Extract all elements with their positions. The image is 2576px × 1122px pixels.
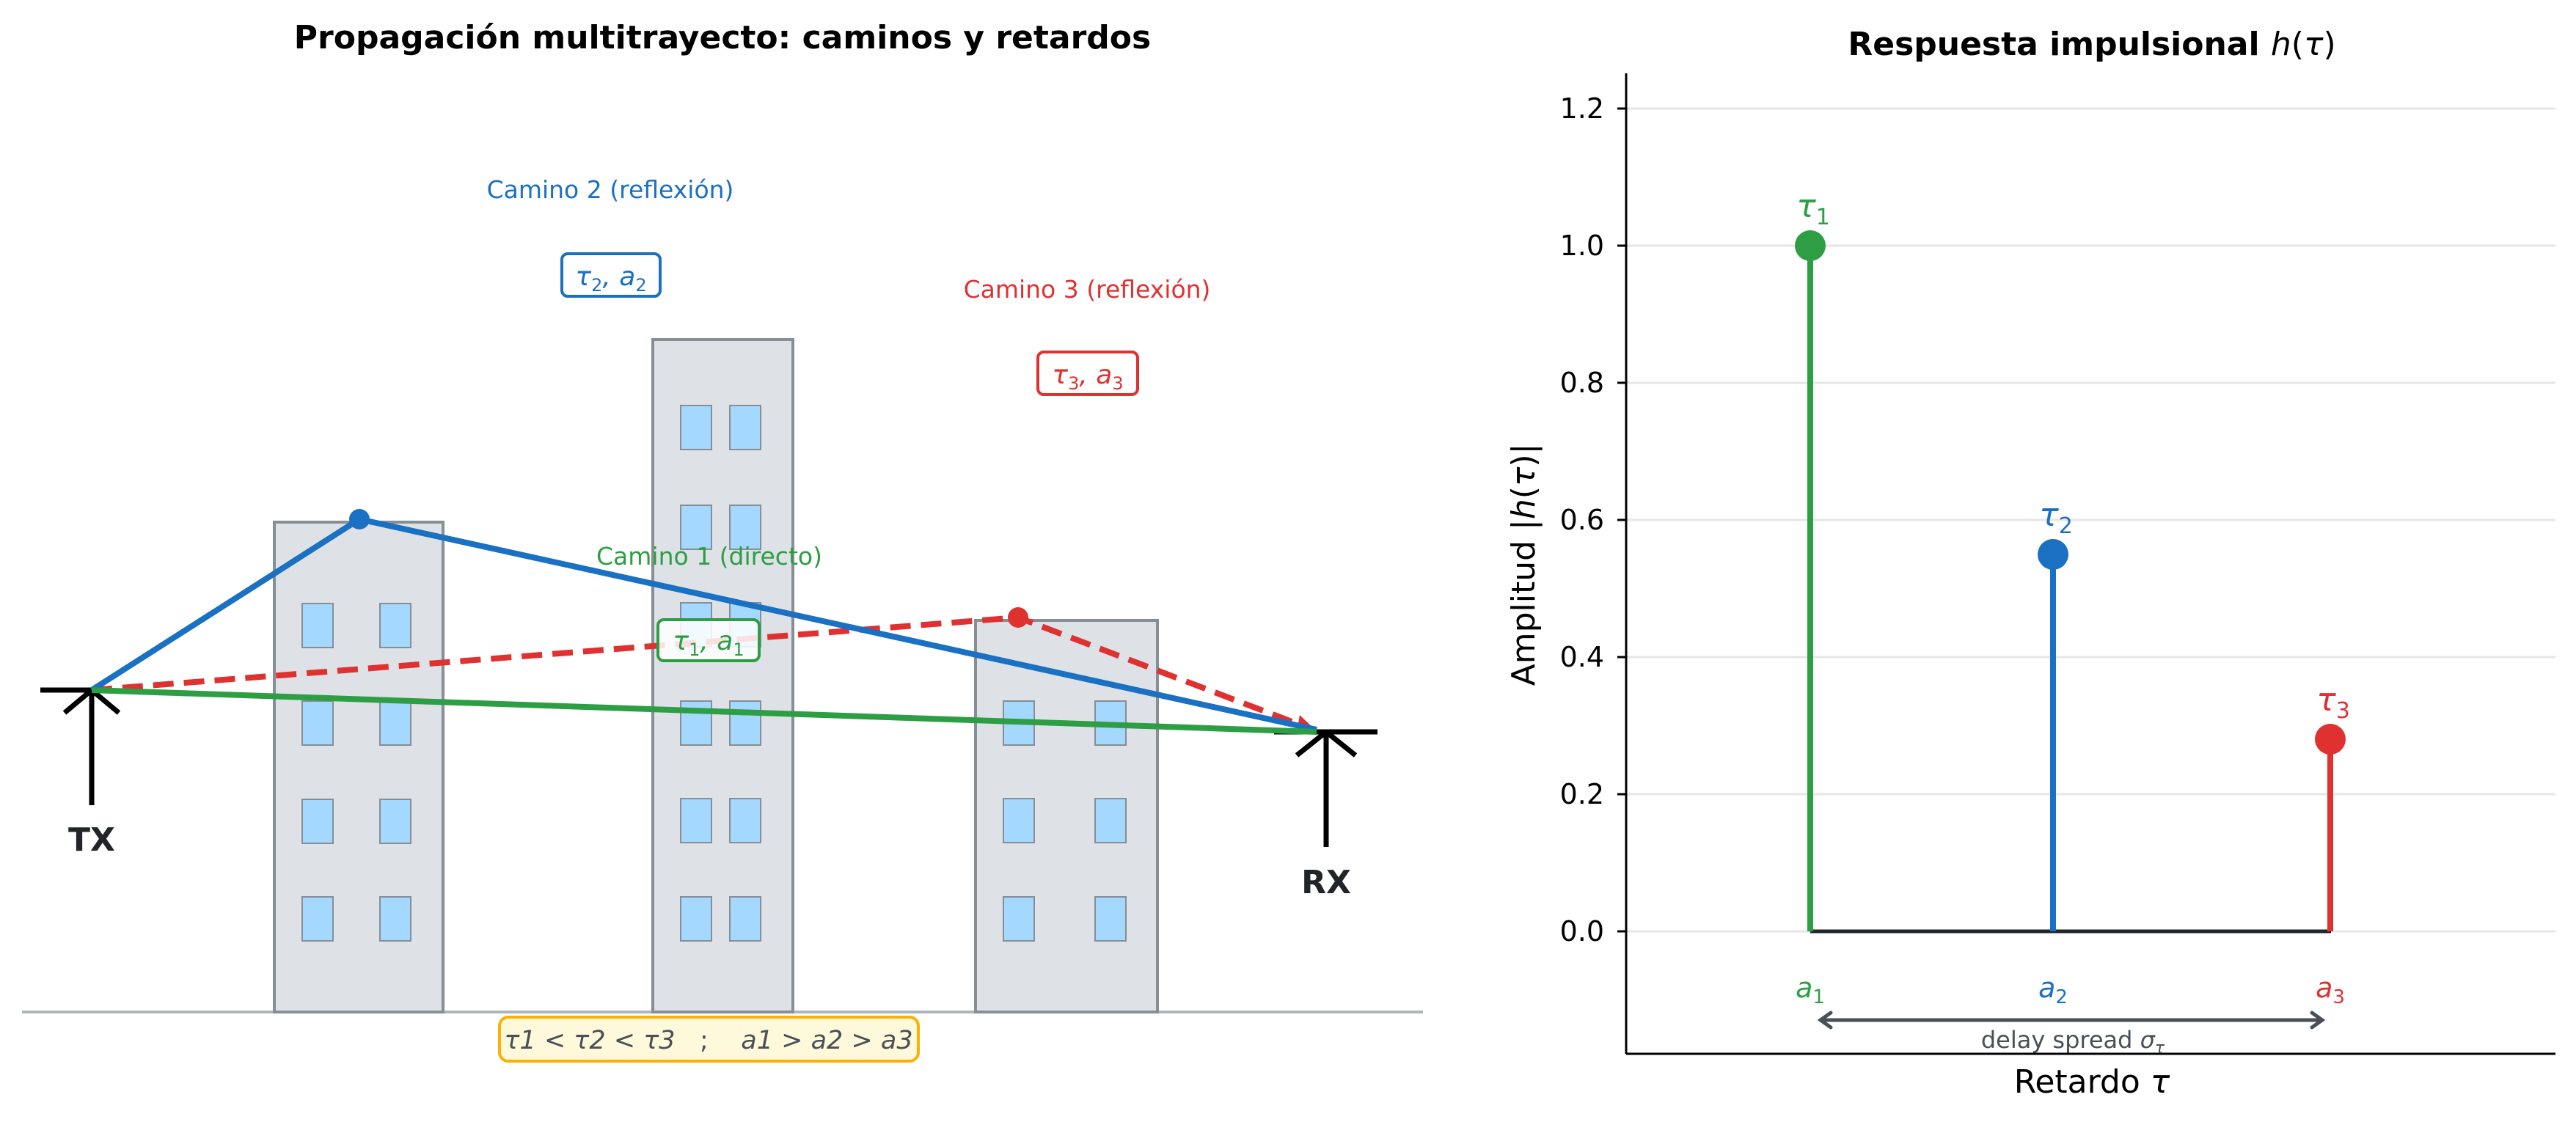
stem-3: τ3 [2315,681,2350,931]
path-2-label: Camino 2 (reflexión) [487,175,734,204]
path-2-param-box: τ2, a2 [560,252,662,298]
path-3-param-box: τ3, a3 [1036,351,1139,396]
right-panel: Respuesta impulsional h(τ) [1505,26,2555,1101]
stem-marker-2 [2038,539,2068,570]
building-1 [273,521,444,1013]
svg-text:τ1 < τ2 < τ3 ; a1 > a2 >: τ1 < τ2 < τ3 ; a1 > a2 > a3 [504,1026,912,1055]
stem-1: τ1 [1795,188,1830,931]
x-axis-label: Retardo τ [2014,1063,2170,1101]
svg-text:0.8: 0.8 [1560,367,1604,399]
path-2-line [89,509,1317,733]
svg-text:τ1, a1: τ1, a1 [673,626,744,660]
left-panel: Propagación multitrayecto: caminos y ret… [22,19,1423,1063]
windows [301,603,411,942]
path-1-label: Camino 1 (directo) [596,542,822,571]
y-axis-label: Amplitud |h(τ)| [1505,444,1543,686]
amp-label-1: a1 [1796,972,1825,1008]
reflection-point-3 [1008,607,1028,628]
svg-text:τ2, a2: τ2, a2 [575,262,646,296]
rx-label: RX [1301,864,1351,901]
building-2 [651,338,794,1013]
chart-title: Respuesta impulsional h(τ) [1848,26,2335,63]
amp-order: a1 > a2 > a3 [741,1026,912,1055]
stem-marker-1 [1795,230,1826,261]
path-3-label: Camino 3 (reflexión) [964,275,1211,304]
svg-text:1.0: 1.0 [1560,230,1604,262]
tx-antenna-icon [40,687,121,805]
stem-marker-3 [2315,724,2346,755]
path-1-line [91,687,1317,735]
relation-box: τ1 < τ2 < τ3 ; a1 > a2 > a3 [498,1016,920,1063]
svg-text:0.0: 0.0 [1560,915,1604,947]
stem-label-1: τ1 [1796,188,1830,230]
svg-text:0.4: 0.4 [1560,641,1604,673]
reflection-point-2 [349,509,370,529]
relation-separator: ; [700,1026,709,1055]
delay-order: τ1 < τ2 < τ3 [504,1026,675,1055]
tx-label: TX [68,821,115,859]
svg-text:τ3, a3: τ3, a3 [1052,360,1123,394]
amp-label-2: a2 [2038,972,2068,1008]
rx-antenna-icon [1274,729,1377,847]
stem-label-3: τ3 [2316,681,2350,724]
building-3 [974,619,1159,1013]
svg-text:0.2: 0.2 [1560,778,1604,810]
amp-label-3: a3 [2316,972,2345,1008]
svg-text:1.2: 1.2 [1560,92,1604,125]
svg-text:0.6: 0.6 [1560,504,1604,536]
stem-label-2: τ2 [2039,496,2073,539]
stem-2: τ2 [2038,496,2073,931]
gridlines [1626,107,2555,933]
y-ticks: 1.2 1.0 0.8 0.6 0.4 0.2 0.0 [1560,92,1626,947]
delay-spread-label: delay spread στ [1981,1026,2165,1057]
left-title: Propagación multitrayecto: caminos y ret… [294,19,1151,56]
delay-spread-arrow [1817,1011,2326,1030]
path-1-param-box: τ1, a1 [656,618,761,662]
